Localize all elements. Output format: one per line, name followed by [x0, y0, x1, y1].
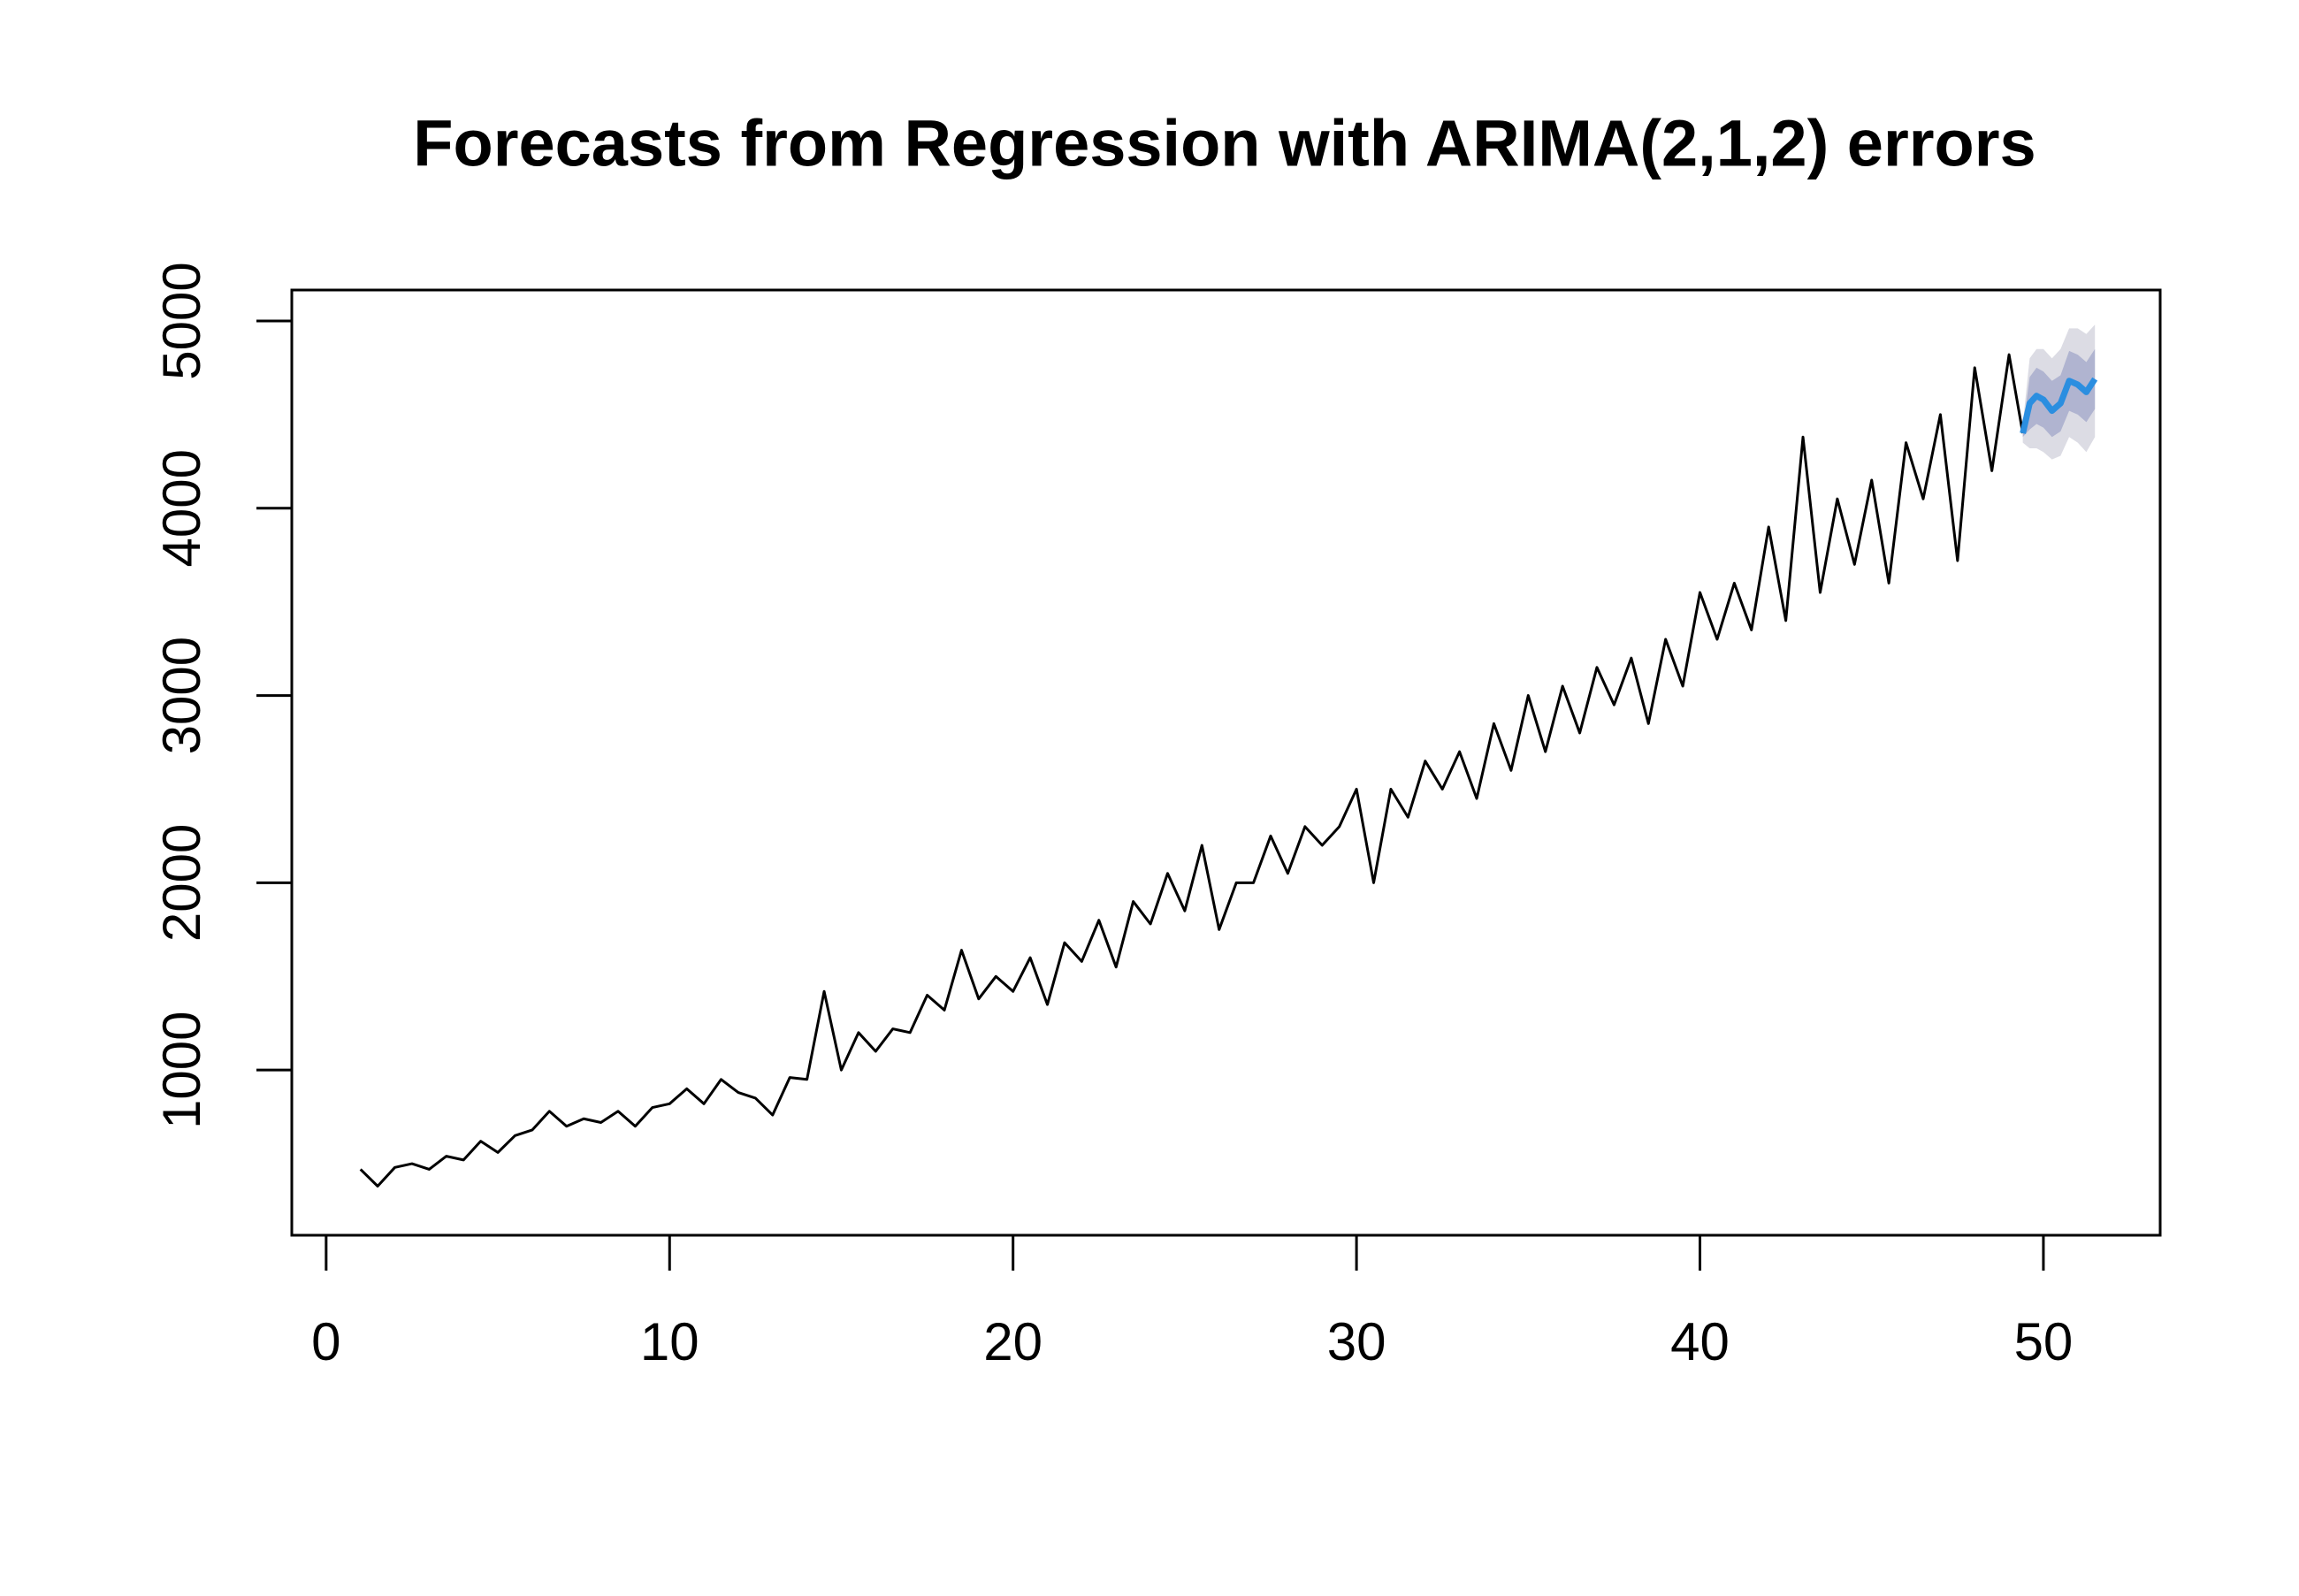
y-tick-label: 1000 [152, 1011, 211, 1128]
forecast-line [2020, 377, 2098, 434]
interval-80 [2022, 348, 2096, 438]
y-tick-label: 2000 [152, 824, 211, 942]
chart-title: Forecasts from Regression with ARIMA(2,1… [413, 107, 2035, 180]
x-tick-label: 10 [640, 1312, 699, 1371]
plot-frame [290, 288, 2162, 1237]
y-tick-label: 4000 [152, 449, 211, 567]
x-tick-label: 30 [1327, 1312, 1386, 1371]
x-tick-label: 20 [983, 1312, 1043, 1371]
history-line [359, 353, 2025, 1188]
x-tick-label: 0 [311, 1312, 340, 1371]
y-tick-label: 3000 [152, 637, 211, 754]
x-tick-label: 50 [2014, 1312, 2074, 1371]
y-tick-label: 5000 [152, 262, 211, 379]
x-tick-label: 40 [1670, 1312, 1730, 1371]
